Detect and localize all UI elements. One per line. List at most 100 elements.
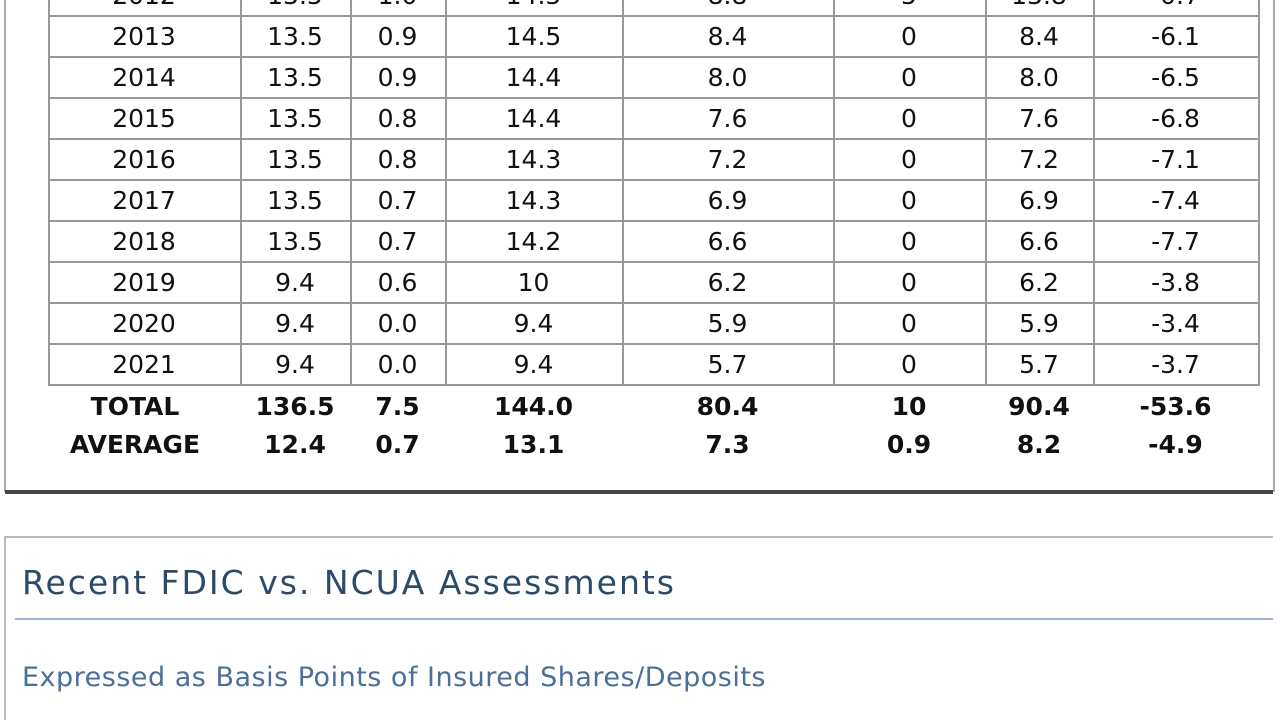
table-cell: 2020 xyxy=(112,309,176,338)
table-cell: 13.5 xyxy=(267,22,323,51)
summary-cell: 13.1 xyxy=(502,430,565,459)
table-cell: 0.8 xyxy=(377,145,418,174)
table-cell: 13.8 xyxy=(985,0,1093,16)
table-cell: 13.5 xyxy=(267,104,323,133)
table-cell: 5.9 xyxy=(1019,309,1059,338)
table-cell: 6.9 xyxy=(1019,186,1059,215)
summary-cell: 136.5 xyxy=(255,392,335,421)
row-line xyxy=(48,179,1260,181)
summary-cell: 0.7 xyxy=(375,430,420,459)
column-line xyxy=(48,0,50,386)
summary-cell: 90.4 xyxy=(1008,392,1070,421)
table-cell: 2018 xyxy=(112,227,176,256)
panel-left-border xyxy=(4,0,6,492)
column-line xyxy=(240,0,242,386)
table-cell: 0.8 xyxy=(377,104,418,133)
summary-cell: AVERAGE xyxy=(69,430,201,459)
summary-cell: 7.5 xyxy=(375,392,420,421)
table-cell: 13.5 xyxy=(267,227,323,256)
table-cell: 9.4 xyxy=(275,268,315,297)
summary-cell: 12.4 xyxy=(264,430,326,459)
title-underline xyxy=(15,618,1273,620)
row-line xyxy=(48,56,1260,58)
table-cell: 2015 xyxy=(112,104,176,133)
table-cell: 8.8 xyxy=(622,0,833,16)
summary-cell: 80.4 xyxy=(696,392,759,421)
table-cell: 8.0 xyxy=(1019,63,1059,92)
table-cell: 2013 xyxy=(112,22,176,51)
summary-cell: 10 xyxy=(891,392,927,421)
table-cell: 0.7 xyxy=(377,227,418,256)
table-cell: 0 xyxy=(901,268,917,297)
column-line xyxy=(1258,0,1260,386)
table-cell: -7.4 xyxy=(1151,186,1200,215)
table-cell: 8.4 xyxy=(1019,22,1059,51)
table-cell: 5.7 xyxy=(707,350,748,379)
table-cell: 0 xyxy=(901,227,917,256)
table-cell: 13.5 xyxy=(267,63,323,92)
column-line xyxy=(445,0,447,386)
summary-cell: -53.6 xyxy=(1139,392,1212,421)
row-line xyxy=(48,261,1260,263)
table-cell: 6.6 xyxy=(1019,227,1059,256)
table-cell: -6.5 xyxy=(1151,63,1200,92)
table-cell: 7.2 xyxy=(1019,145,1059,174)
table-cell: 0 xyxy=(901,186,917,215)
table-cell: 6.2 xyxy=(707,268,748,297)
table-cell: 0.9 xyxy=(377,22,418,51)
table-cell: 2017 xyxy=(112,186,176,215)
section-left-border xyxy=(4,536,6,720)
table-cell: -6.8 xyxy=(1151,104,1200,133)
table-cell: 13.5 xyxy=(240,0,350,16)
table-cell: 9.4 xyxy=(513,350,554,379)
row-line xyxy=(48,302,1260,304)
table-cell: -7.7 xyxy=(1151,227,1200,256)
table-cell: 8.0 xyxy=(707,63,748,92)
table-cell: -3.4 xyxy=(1151,309,1200,338)
table-cell: 2012 xyxy=(48,0,240,16)
table-cell: 1.0 xyxy=(350,0,445,16)
table-cell: 9.4 xyxy=(275,309,315,338)
table-cell: 14.5 xyxy=(445,0,622,16)
table-cell: -6.1 xyxy=(1151,22,1200,51)
row-line xyxy=(48,15,1260,17)
table-cell: 9.4 xyxy=(513,309,554,338)
row-line xyxy=(48,343,1260,345)
table-cell: 7.6 xyxy=(1019,104,1059,133)
table-cell: 6.2 xyxy=(1019,268,1059,297)
row-line xyxy=(48,97,1260,99)
table-cell: 14.4 xyxy=(505,63,562,92)
table-cell: 0 xyxy=(901,22,917,51)
table-cell: 0 xyxy=(901,145,917,174)
column-line xyxy=(350,0,352,386)
panel-right-border xyxy=(1273,0,1275,492)
table-cell: 0 xyxy=(901,309,917,338)
table-cell: 14.4 xyxy=(505,104,562,133)
table-cell: 0 xyxy=(901,104,917,133)
column-line xyxy=(985,0,987,386)
table-cell: 13.5 xyxy=(267,186,323,215)
divider xyxy=(5,490,1273,494)
table-cell: 6.9 xyxy=(707,186,748,215)
table-cell: 2021 xyxy=(112,350,176,379)
row-line xyxy=(48,138,1260,140)
summary-cell: 8.2 xyxy=(1016,430,1062,459)
table-cell: 5.9 xyxy=(707,309,748,338)
row-line xyxy=(48,220,1260,222)
summary-cell: 144.0 xyxy=(493,392,574,421)
table-cell: 0.7 xyxy=(377,186,418,215)
table-cell: 10 xyxy=(517,268,550,297)
table-cell: 5 xyxy=(833,0,985,16)
table-cell: 7.6 xyxy=(707,104,748,133)
table-cell: 6.6 xyxy=(707,227,748,256)
table-cell: 8.4 xyxy=(707,22,748,51)
summary-cell: TOTAL xyxy=(90,392,180,421)
table-cell: 9.4 xyxy=(275,350,315,379)
summary-cell: -4.9 xyxy=(1148,430,1203,459)
column-line xyxy=(1093,0,1095,386)
table-cell: 2016 xyxy=(112,145,176,174)
table-cell: 14.5 xyxy=(505,22,562,51)
table-cell: 14.3 xyxy=(505,186,562,215)
section-border xyxy=(5,536,1273,538)
